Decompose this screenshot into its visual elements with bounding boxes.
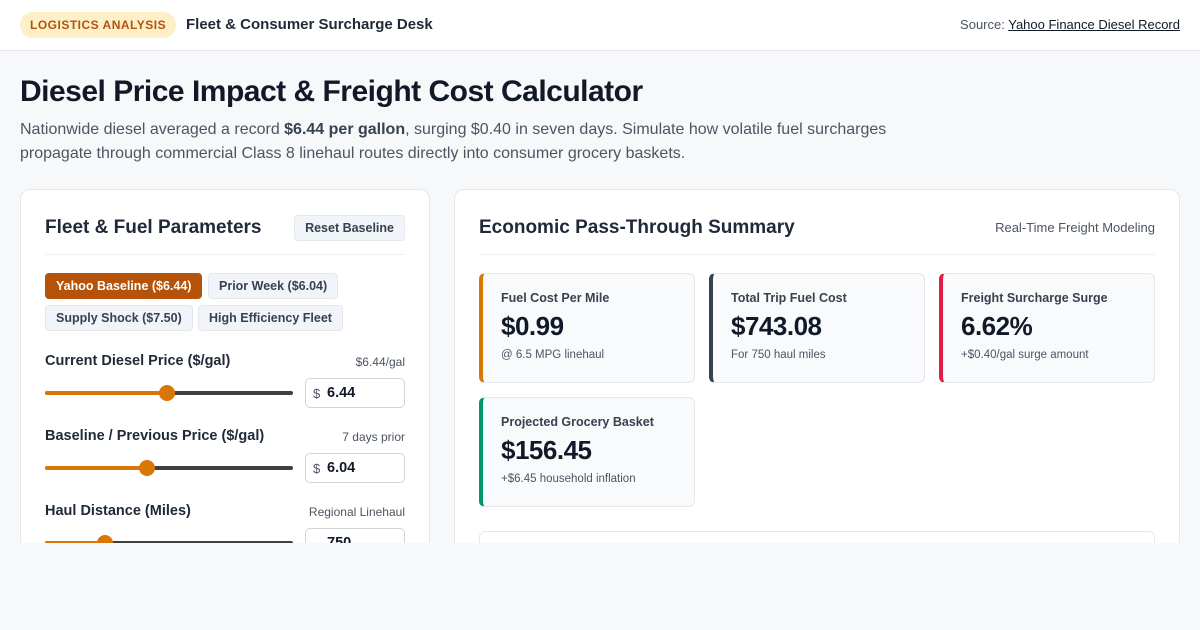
- current-price-slider[interactable]: [45, 385, 293, 401]
- baseline-price-slider[interactable]: [45, 460, 293, 476]
- summary-title: Economic Pass-Through Summary: [479, 217, 795, 238]
- source-link[interactable]: Yahoo Finance Diesel Record: [1008, 17, 1180, 32]
- slider-track: [45, 466, 293, 470]
- metric-value: $743.08: [731, 311, 822, 341]
- current-price-value[interactable]: 6.44: [327, 385, 356, 401]
- lede-before: Nationwide diesel averaged a record: [20, 121, 285, 138]
- pass-through-summary-panel: Economic Pass-Through Summary Real-Time …: [454, 189, 1180, 571]
- metric-total-trip-fuel-cost: Total Trip Fuel Cost $743.08 For 750 hau…: [709, 273, 925, 383]
- source-prefix: Source:: [960, 17, 1005, 32]
- baseline-price-label: Baseline / Previous Price ($/gal): [45, 428, 265, 444]
- desk-title: Fleet & Consumer Surcharge Desk: [186, 16, 433, 33]
- metric-note: +$6.45 household inflation: [501, 473, 636, 485]
- metric-fuel-cost-per-mile: Fuel Cost Per Mile $0.99 @ 6.5 MPG lineh…: [479, 273, 695, 383]
- baseline-price-value[interactable]: 6.04: [327, 460, 356, 476]
- page-title: Diesel Price Impact & Freight Cost Calcu…: [20, 75, 643, 108]
- reset-baseline-button[interactable]: Reset Baseline: [294, 215, 405, 241]
- preset-supply-shock[interactable]: Supply Shock ($7.50): [45, 305, 193, 331]
- metric-label: Total Trip Fuel Cost: [731, 291, 847, 305]
- page-description: Nationwide diesel averaged a record $6.4…: [20, 118, 900, 166]
- slider-thumb[interactable]: [138, 460, 155, 476]
- dollar-prefix: $: [313, 386, 321, 401]
- metric-projected-grocery-basket: Projected Grocery Basket $156.45 +$6.45 …: [479, 397, 695, 507]
- divider: [45, 254, 405, 255]
- baseline-price-input[interactable]: $ 6.04: [305, 453, 405, 483]
- preset-prior-week[interactable]: Prior Week ($6.04): [208, 273, 339, 299]
- metric-note: @ 6.5 MPG linehaul: [501, 349, 605, 361]
- metric-value: $0.99: [501, 311, 564, 341]
- current-price-input[interactable]: $ 6.44: [305, 378, 405, 408]
- source-attribution: Source: Yahoo Finance Diesel Record: [960, 17, 1180, 32]
- parameters-title: Fleet & Fuel Parameters: [45, 217, 262, 238]
- current-price-label: Current Diesel Price ($/gal): [45, 353, 231, 369]
- slider-thumb[interactable]: [158, 385, 175, 401]
- category-badge: LOGISTICS ANALYSIS: [20, 12, 177, 38]
- current-price-hint: $6.44/gal: [355, 355, 405, 369]
- lede-after: , surging $0.40 in seven days. Simulate …: [20, 121, 887, 162]
- preset-high-efficiency[interactable]: High Efficiency Fleet: [198, 305, 343, 331]
- metric-freight-surcharge-surge: Freight Surcharge Surge 6.62% +$0.40/gal…: [939, 273, 1155, 383]
- metric-label: Freight Surcharge Surge: [961, 291, 1108, 305]
- haul-distance-label: Haul Distance (Miles): [45, 503, 191, 519]
- metric-note: For 750 haul miles: [731, 349, 826, 361]
- metric-label: Projected Grocery Basket: [501, 415, 654, 429]
- baseline-price-hint: 7 days prior: [342, 430, 405, 444]
- metric-note: +$0.40/gal surge amount: [961, 349, 1089, 361]
- slider-fill: [45, 391, 167, 395]
- summary-subtag: Real-Time Freight Modeling: [995, 220, 1155, 235]
- fleet-parameters-panel: Fleet & Fuel Parameters Reset Baseline Y…: [20, 189, 430, 569]
- haul-distance-hint: Regional Linehaul: [308, 505, 405, 519]
- slider-fill: [45, 466, 147, 470]
- divider: [479, 254, 1155, 255]
- metric-label: Fuel Cost Per Mile: [501, 291, 610, 305]
- top-bar: LOGISTICS ANALYSIS Fleet & Consumer Surc…: [0, 0, 1200, 51]
- metric-value: $156.45: [501, 435, 592, 465]
- metric-value: 6.62%: [961, 311, 1033, 341]
- preset-yahoo-baseline[interactable]: Yahoo Baseline ($6.44): [45, 273, 203, 299]
- lede-highlight: $6.44 per gallon: [284, 121, 406, 138]
- dollar-prefix: $: [313, 461, 321, 476]
- page-background: [0, 543, 1200, 630]
